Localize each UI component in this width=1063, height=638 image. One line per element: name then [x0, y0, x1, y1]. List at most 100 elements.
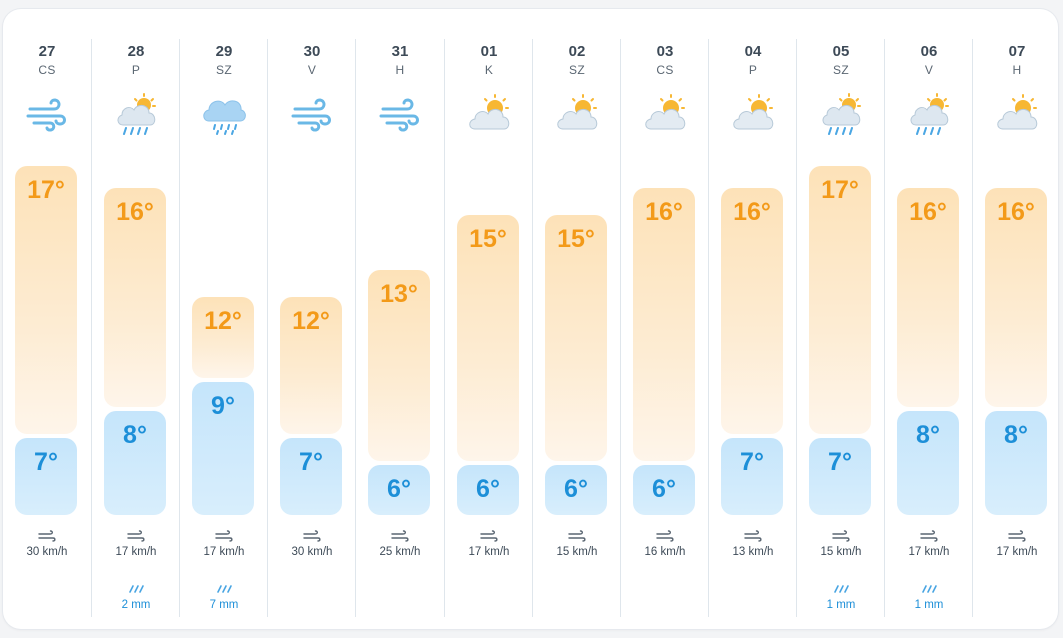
day-of-week: SZ	[216, 63, 232, 77]
low-temp: 6°	[476, 475, 500, 503]
wind-direction-icon	[919, 529, 939, 543]
low-temp-bar: 6°	[368, 465, 430, 515]
wind-speed: 17 km/h	[468, 546, 510, 558]
high-temp: 16°	[733, 198, 771, 226]
low-temp: 6°	[387, 475, 411, 503]
forecast-day-column[interactable]: 31 H 13° 6° 25 km/h	[355, 39, 444, 617]
day-of-week: P	[131, 63, 141, 77]
partly-cloudy-icon	[642, 91, 688, 137]
day-date: 28	[127, 43, 145, 60]
sun-cloud-rain-icon	[818, 91, 864, 137]
forecast-day-column[interactable]: 01 K 15° 6° 17 km/h	[444, 39, 533, 617]
wind-icon	[24, 91, 70, 137]
forecast-day-column[interactable]: 06 V 16° 8° 17 km/h 1 mm	[884, 39, 973, 617]
low-temp-bar: 6°	[633, 465, 695, 515]
partly-cloudy-icon	[466, 91, 512, 137]
high-temp: 16°	[997, 198, 1035, 226]
day-date: 01	[480, 43, 498, 60]
wind-direction-icon	[390, 529, 410, 543]
forecast-day-column[interactable]: 05 SZ 17° 7° 15 km/h 1 mm	[796, 39, 885, 617]
high-temp: 13°	[380, 280, 418, 308]
day-of-week: H	[395, 63, 405, 77]
day-date: 31	[391, 43, 409, 60]
high-temp-bar: 17°	[809, 166, 871, 434]
precipitation: 1 mm	[914, 599, 944, 611]
day-date: 04	[744, 43, 762, 60]
high-temp: 15°	[557, 225, 595, 253]
day-of-week: K	[484, 63, 494, 77]
day-of-week: SZ	[833, 63, 849, 77]
forecast-day-column[interactable]: 28 P 16° 8° 17 km/h 2 mm	[91, 39, 180, 617]
low-temp-bar: 7°	[809, 438, 871, 515]
low-temp-bar: 8°	[897, 411, 959, 515]
wind-direction-icon	[567, 529, 587, 543]
rain-icon	[831, 581, 851, 593]
low-temp-bar: 8°	[104, 411, 166, 515]
day-of-week: V	[307, 63, 317, 77]
sun-cloud-rain-icon	[113, 91, 159, 137]
day-date: 30	[303, 43, 321, 60]
rain-icon	[126, 581, 146, 593]
precipitation: 7 mm	[209, 599, 239, 611]
high-temp-bar: 12°	[280, 297, 342, 434]
high-temp-bar: 12°	[192, 297, 254, 378]
day-date: 07	[1008, 43, 1026, 60]
wind-speed: 17 km/h	[115, 546, 157, 558]
wind-direction-icon	[214, 529, 234, 543]
wind-speed: 25 km/h	[379, 546, 421, 558]
wind-speed: 15 km/h	[820, 546, 862, 558]
wind-speed: 17 km/h	[203, 546, 245, 558]
high-temp: 15°	[469, 225, 507, 253]
partly-cloudy-icon	[994, 91, 1040, 137]
forecast-day-column[interactable]: 07 H 16° 8° 17 km/h	[972, 39, 1058, 617]
high-temp-bar: 16°	[633, 188, 695, 461]
wind-direction-icon	[831, 529, 851, 543]
day-of-week: SZ	[569, 63, 585, 77]
day-date: 29	[215, 43, 233, 60]
high-temp: 17°	[821, 176, 859, 204]
rain-icon	[214, 581, 234, 593]
low-temp: 8°	[123, 421, 147, 449]
high-temp-bar: 16°	[897, 188, 959, 407]
forecast-day-column[interactable]: 03 CS 16° 6° 16 km/h	[620, 39, 709, 617]
day-of-week: CS	[656, 63, 674, 77]
high-temp-bar: 15°	[545, 215, 607, 461]
day-date: 27	[38, 43, 56, 60]
day-date: 03	[656, 43, 674, 60]
high-temp-bar: 13°	[368, 270, 430, 461]
high-temp-bar: 16°	[104, 188, 166, 407]
sun-cloud-rain-icon	[906, 91, 952, 137]
wind-direction-icon	[1007, 529, 1027, 543]
weather-forecast-card: 27 CS 17° 7° 30 km/h 28 P 16° 8° 17 km/h 2 mm 29 SZ 1…	[3, 9, 1058, 629]
wind-speed: 13 km/h	[732, 546, 774, 558]
high-temp: 16°	[645, 198, 683, 226]
high-temp-bar: 17°	[15, 166, 77, 434]
high-temp: 16°	[909, 198, 947, 226]
high-temp-bar: 16°	[985, 188, 1047, 407]
forecast-day-column[interactable]: 29 SZ 12° 9° 17 km/h 7 mm	[179, 39, 268, 617]
rain-icon	[919, 581, 939, 593]
wind-direction-icon	[126, 529, 146, 543]
wind-speed: 15 km/h	[556, 546, 598, 558]
forecast-day-column[interactable]: 02 SZ 15° 6° 15 km/h	[532, 39, 621, 617]
high-temp: 17°	[27, 176, 65, 204]
day-of-week: P	[748, 63, 758, 77]
forecast-day-column[interactable]: 30 V 12° 7° 30 km/h	[267, 39, 356, 617]
wind-speed: 17 km/h	[996, 546, 1038, 558]
wind-direction-icon	[743, 529, 763, 543]
wind-icon	[377, 91, 423, 137]
low-temp: 7°	[740, 448, 764, 476]
cloud-rain-icon	[201, 91, 247, 137]
wind-speed: 17 km/h	[908, 546, 950, 558]
forecast-day-column[interactable]: 04 P 16° 7° 13 km/h	[708, 39, 797, 617]
wind-speed: 30 km/h	[26, 546, 68, 558]
high-temp: 12°	[292, 307, 330, 335]
low-temp: 7°	[828, 448, 852, 476]
low-temp: 7°	[299, 448, 323, 476]
precipitation: 2 mm	[121, 599, 151, 611]
high-temp-bar: 16°	[721, 188, 783, 434]
low-temp-bar: 6°	[457, 465, 519, 515]
wind-direction-icon	[655, 529, 675, 543]
low-temp: 6°	[564, 475, 588, 503]
forecast-day-column[interactable]: 27 CS 17° 7° 30 km/h	[3, 39, 91, 617]
